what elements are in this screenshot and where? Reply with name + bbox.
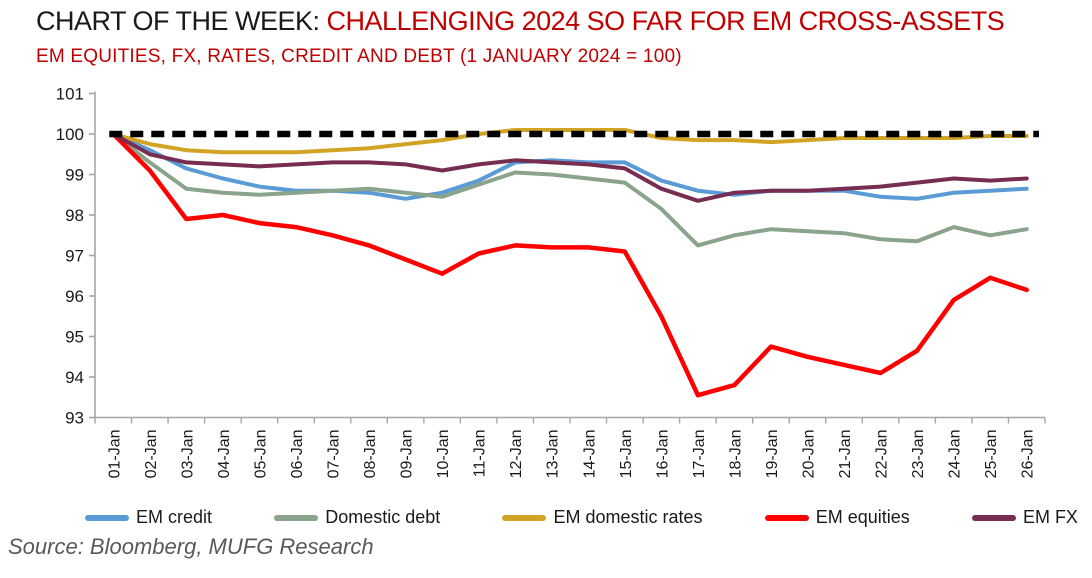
y-axis-label: 97 [65,247,84,266]
series-line-em-equities [111,131,1029,398]
x-axis-label: 01-Jan [106,430,123,479]
chart-legend: EM credit Domestic debt EM domestic rates E… [85,507,1078,528]
x-axis-label: 02-Jan [143,430,160,479]
x-axis-label: 19-Jan [764,430,781,479]
legend-label: Domestic debt [325,507,441,527]
x-axis-label: 11-Jan [472,430,489,478]
legend-item-em-equities: EM equities [764,507,910,528]
y-axis-label: 101 [56,85,84,104]
legend-item-domestic-debt: Domestic debt [274,507,440,528]
page-title: CHART OF THE WEEK: CHALLENGING 2024 SO F… [36,6,1005,37]
title-highlight: CHALLENGING 2024 SO FAR FOR EM CROSS-ASS… [326,6,1005,36]
series-line-em-credit [111,132,1029,201]
legend-label: EM equities [815,507,910,527]
x-axis-label: 22-Jan [874,430,891,479]
legend-item-em-fx: EM FX [971,507,1078,528]
x-axis-label: 24-Jan [947,430,964,479]
x-axis-label: 16-Jan [654,430,671,479]
x-axis-label: 06-Jan [289,430,306,479]
legend-swatch [502,514,547,521]
x-axis-label: 09-Jan [399,430,416,479]
series-line-em-domestic-rates [111,128,1029,155]
legend-item-em-credit: EM credit [85,507,212,528]
legend-swatch [764,514,809,521]
x-axis-label: 25-Jan [983,430,1000,479]
y-axis-label: 100 [56,125,84,144]
legend-swatch [971,514,1016,521]
x-axis-label: 23-Jan [910,430,927,479]
line-chart: 101 100 99 98 97 96 95 94 93 01-Jan 02-Jan 03-Jan 04… [56,85,1046,479]
x-axis-label: 15-Jan [618,430,635,479]
x-axis-label: 21-Jan [837,430,854,479]
x-axis-label: 26-Jan [1020,430,1037,479]
chart-subtitle: EM EQUITIES, FX, RATES, CREDIT AND DEBT … [36,46,682,67]
legend-label: EM domestic rates [553,507,703,527]
x-axis-label: 07-Jan [326,430,343,479]
legend-swatch [274,514,319,521]
y-axis-label: 98 [65,206,84,225]
x-axis-label: 10-Jan [435,430,452,479]
y-axis-label: 95 [65,328,84,347]
x-axis-label: 17-Jan [691,430,708,479]
x-axis-label: 20-Jan [801,430,818,479]
y-axis-label: 94 [65,368,84,387]
series-line-em-fx [111,132,1029,203]
y-axis-label: 99 [65,166,84,185]
legend-label: EM credit [136,507,213,527]
x-axis-label: 12-Jan [508,430,525,479]
legend-swatch [85,514,129,521]
series-line-domestic-debt [111,132,1029,248]
title-prefix: CHART OF THE WEEK: [36,6,327,36]
x-axis-label: 04-Jan [216,430,233,479]
x-axis-label: 14-Jan [581,430,598,479]
x-axis-label: 08-Jan [362,430,379,479]
x-axis-label: 13-Jan [545,430,562,479]
source-note: Source: Bloomberg, MUFG Research [8,534,374,559]
x-axis-label: 05-Jan [252,430,269,479]
x-axis-label: 03-Jan [179,430,196,479]
y-axis-label: 96 [65,287,84,306]
x-axis-label: 18-Jan [727,430,744,479]
y-axis-label: 93 [65,409,84,428]
legend-label: EM FX [1022,507,1078,527]
legend-item-em-domestic-rates: EM domestic rates [502,507,703,528]
